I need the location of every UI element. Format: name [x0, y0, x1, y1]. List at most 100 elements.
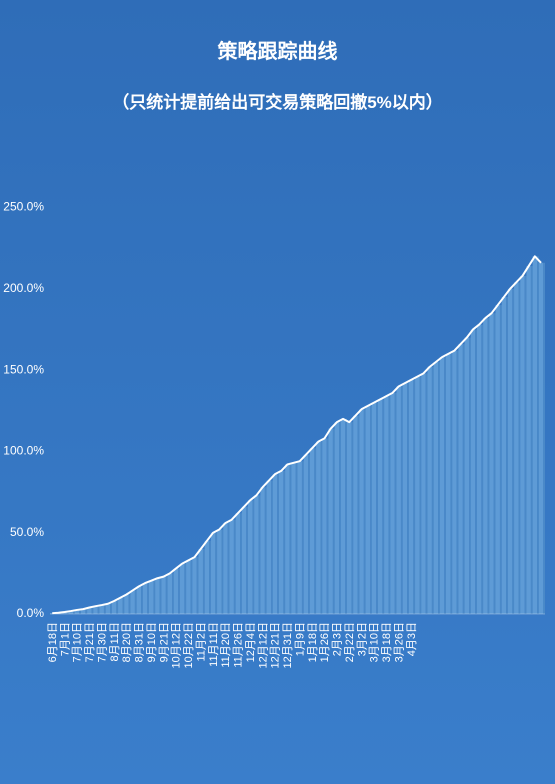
- series-bar: [421, 373, 425, 614]
- series-bar-gap: [104, 605, 106, 614]
- series-bar: [434, 362, 438, 614]
- series-bar: [254, 495, 258, 614]
- y-tick-label: 100.0%: [3, 444, 44, 458]
- series-bar: [427, 367, 431, 614]
- series-bar: [378, 399, 382, 614]
- series-bar: [137, 586, 141, 614]
- series-bar: [248, 500, 252, 614]
- series-bar-gap: [141, 586, 143, 614]
- series-bar-gap: [147, 583, 149, 614]
- series-bar: [168, 573, 172, 614]
- x-tick-label: 1月26日: [319, 622, 331, 662]
- chart-svg: 策略跟踪曲线（只统计提前给出可交易策略回撤5%以内）0.0%50.0%100.0…: [0, 0, 555, 784]
- series-bar-gap: [314, 448, 316, 614]
- x-tick-label: 1月18日: [307, 622, 319, 662]
- x-tick-label: 11月2日: [195, 622, 207, 662]
- series-bar-gap: [494, 313, 496, 614]
- series-bar-gap: [537, 256, 539, 614]
- series-bar: [192, 557, 196, 614]
- series-bar-gap: [184, 564, 186, 614]
- x-tick-label: 7月10日: [72, 622, 84, 662]
- series-bar: [112, 601, 116, 614]
- series-bar: [211, 533, 215, 614]
- series-bar-gap: [401, 386, 403, 614]
- series-bar-gap: [370, 406, 372, 614]
- series-bar: [298, 461, 302, 614]
- series-bar-gap: [512, 289, 514, 614]
- series-bar-gap: [98, 606, 100, 614]
- series-bar: [328, 429, 332, 614]
- series-bar-gap: [92, 608, 94, 615]
- series-bar-gap: [110, 604, 112, 614]
- series-bar-gap: [160, 578, 162, 614]
- x-tick-label: 9月21日: [158, 622, 170, 662]
- series-bar: [260, 487, 264, 614]
- series-bar: [341, 419, 345, 614]
- series-bar: [174, 568, 178, 614]
- series-bar-gap: [413, 380, 415, 614]
- series-bar: [502, 297, 506, 614]
- chart-subtitle: （只统计提前给出可交易策略回撤5%以内）: [112, 92, 443, 112]
- series-bar: [446, 354, 450, 614]
- series-bar: [347, 422, 351, 614]
- series-bar-gap: [519, 282, 521, 614]
- series-bar-gap: [358, 416, 360, 614]
- series-bar: [242, 507, 246, 614]
- series-bar-gap: [506, 297, 508, 614]
- x-tick-label: 10月22日: [183, 622, 195, 668]
- x-tick-label: 12月21日: [270, 622, 282, 668]
- series-bar-gap: [395, 393, 397, 614]
- series-bar-gap: [191, 560, 193, 614]
- series-bar: [403, 383, 407, 614]
- series-bar-gap: [438, 362, 440, 614]
- series-bar-gap: [327, 438, 329, 614]
- series-bar-gap: [246, 507, 248, 614]
- x-tick-label: 6月18日: [47, 622, 59, 662]
- x-tick-label: 2月3日: [332, 622, 344, 656]
- series-bar-gap: [463, 344, 465, 614]
- x-tick-label: 3月26日: [393, 622, 405, 662]
- strategy-tracking-chart: 策略跟踪曲线（只统计提前给出可交易策略回撤5%以内）0.0%50.0%100.0…: [0, 0, 555, 784]
- series-bar-gap: [481, 325, 483, 614]
- series-bar: [384, 396, 388, 614]
- series-bar-gap: [488, 318, 490, 614]
- series-bar: [526, 266, 530, 614]
- series-bar: [229, 520, 233, 614]
- series-bar-gap: [271, 481, 273, 614]
- series-bar-gap: [444, 357, 446, 614]
- series-bar-gap: [321, 442, 323, 614]
- series-bar-gap: [469, 338, 471, 614]
- series-bar-gap: [525, 276, 527, 614]
- chart-title: 策略跟踪曲线: [218, 39, 338, 63]
- series-bar: [322, 438, 326, 614]
- series-bar: [508, 289, 512, 614]
- series-bar-gap: [123, 598, 125, 614]
- series-bar: [285, 464, 289, 614]
- series-bar-gap: [389, 396, 391, 614]
- series-bar-gap: [215, 533, 217, 614]
- series-bar-gap: [351, 422, 353, 614]
- series-bar: [359, 409, 363, 614]
- x-tick-label: 11月20日: [220, 622, 232, 668]
- y-tick-label: 0.0%: [17, 606, 45, 620]
- series-bar: [397, 386, 401, 614]
- series-bar-gap: [172, 573, 174, 614]
- series-bar: [353, 416, 357, 614]
- series-bar-gap: [166, 577, 168, 614]
- series-bar: [533, 256, 537, 614]
- x-tick-label: 3月18日: [381, 622, 393, 662]
- series-bar-gap: [450, 354, 452, 614]
- series-bar: [124, 594, 128, 614]
- series-bar: [483, 318, 487, 614]
- series-bar-gap: [203, 549, 205, 614]
- series-bar: [217, 529, 221, 614]
- series-bar-gap: [345, 419, 347, 614]
- x-tick-label: 11月26日: [233, 622, 245, 668]
- series-bar: [155, 578, 159, 614]
- x-tick-label: 4月3日: [406, 622, 418, 656]
- series-bar: [180, 564, 184, 614]
- series-bar-gap: [259, 495, 261, 614]
- series-bar: [366, 406, 370, 614]
- series-bar-gap: [432, 367, 434, 614]
- series-bar: [372, 403, 376, 614]
